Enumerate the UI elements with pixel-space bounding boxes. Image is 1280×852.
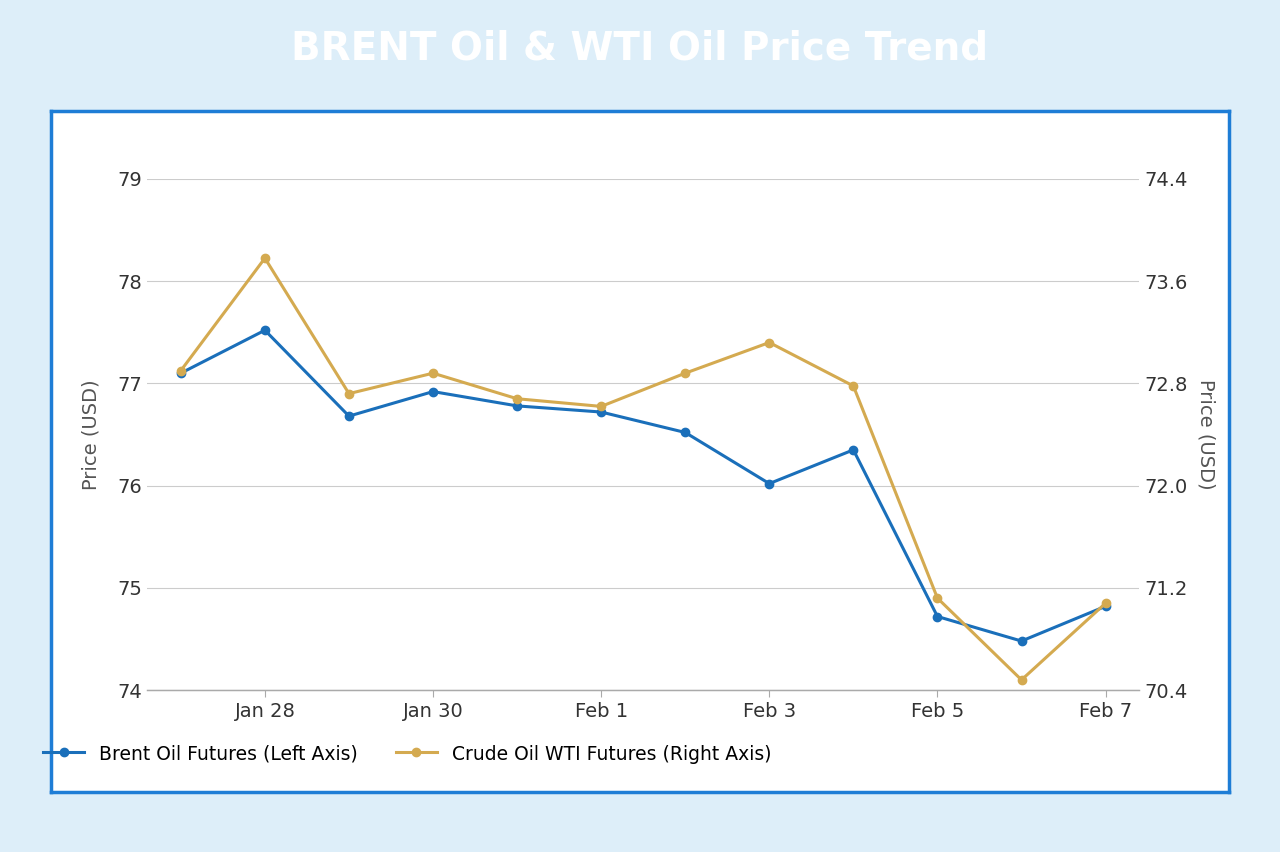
Y-axis label: Price (USD): Price (USD) <box>82 379 101 490</box>
FancyBboxPatch shape <box>1091 753 1114 770</box>
Text: BRENT Oil & WTI Oil Price Trend: BRENT Oil & WTI Oil Price Trend <box>292 30 988 68</box>
FancyBboxPatch shape <box>1116 753 1139 770</box>
Legend: Brent Oil Futures (Left Axis), Crude Oil WTI Futures (Right Axis): Brent Oil Futures (Left Axis), Crude Oil… <box>33 735 781 773</box>
Circle shape <box>1121 738 1134 748</box>
Y-axis label: Price (USD): Price (USD) <box>1197 379 1215 490</box>
FancyBboxPatch shape <box>1091 734 1114 751</box>
Text: fiisual: fiisual <box>1098 768 1147 782</box>
